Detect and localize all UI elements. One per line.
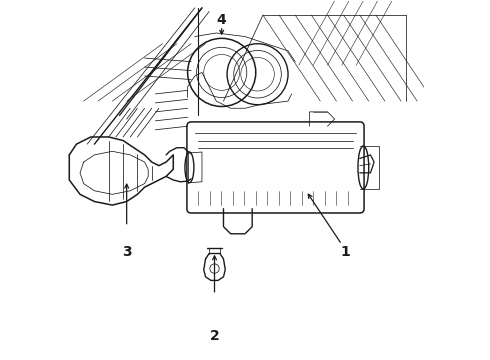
- Text: 4: 4: [217, 13, 226, 27]
- Text: 1: 1: [341, 245, 350, 259]
- Text: 2: 2: [210, 329, 220, 343]
- Text: 3: 3: [122, 245, 131, 259]
